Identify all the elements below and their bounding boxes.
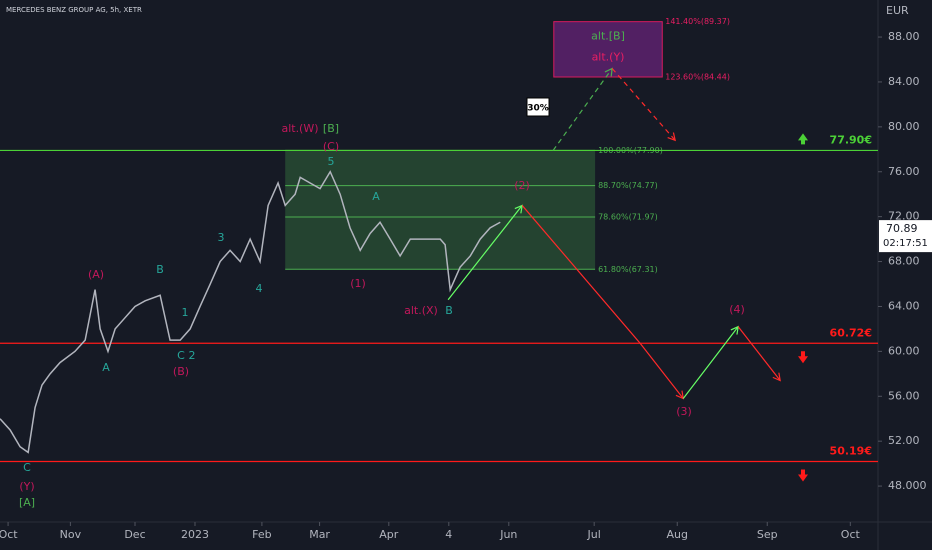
target-subtitle: alt.(Y) xyxy=(592,51,625,64)
wave-label: 2 xyxy=(189,349,196,362)
wave-label: alt.(X) xyxy=(404,304,438,317)
target-label: 141.40%(89.37) xyxy=(665,17,730,26)
probability-label: 30% xyxy=(527,104,549,114)
level-label: 77.90€ xyxy=(830,133,872,146)
projection-arrowhead xyxy=(667,132,676,142)
target-title: alt.[B] xyxy=(591,30,625,43)
target-box xyxy=(553,21,663,78)
level-label: 50.19€ xyxy=(830,444,872,457)
x-tick-label: Sep xyxy=(757,528,778,541)
y-tick-label: 84.00 xyxy=(888,75,920,88)
projection-arrowhead xyxy=(604,67,613,77)
level-arrow xyxy=(798,133,808,145)
price-tag xyxy=(879,220,932,253)
price-line xyxy=(0,170,501,454)
y-tick-label: 56.00 xyxy=(888,389,920,402)
x-tick-label: Oct xyxy=(0,528,18,541)
y-tick-label: 52.00 xyxy=(888,434,920,447)
wave-label: (3) xyxy=(676,405,692,418)
wave-label: (Y) xyxy=(19,480,34,493)
wave-label: alt.(W) xyxy=(281,122,318,135)
wave-label: B xyxy=(445,304,453,317)
price-tag-timer: 02:17:51 xyxy=(883,238,928,249)
y-tick-label: 76.00 xyxy=(888,165,920,178)
y-tick-label: 60.00 xyxy=(888,344,920,357)
x-tick-label: 2023 xyxy=(181,528,209,541)
fib-label: 61.80%(67.31) xyxy=(598,265,658,274)
x-tick-label: 4 xyxy=(445,528,452,541)
projection xyxy=(611,68,676,141)
x-tick-label: Mar xyxy=(309,528,330,541)
y-tick-label: 64.00 xyxy=(888,299,920,312)
x-tick-label: Jul xyxy=(587,528,601,541)
projection-arrowhead xyxy=(772,372,781,382)
fib-label: 78.60%(71.97) xyxy=(598,212,658,221)
chart-title: MERCEDES BENZ GROUP AG, 5h, XETR xyxy=(6,6,142,14)
x-tick-label: Feb xyxy=(252,528,271,541)
wave-label: [A] xyxy=(19,496,35,509)
projection-arrowhead xyxy=(730,325,739,335)
wave-label: A xyxy=(372,190,380,203)
x-tick-label: Jun xyxy=(499,528,517,541)
level-arrow xyxy=(798,469,808,482)
projection xyxy=(447,205,523,301)
projection xyxy=(682,326,739,399)
level-label: 60.72€ xyxy=(830,326,872,339)
fib-box xyxy=(285,150,596,270)
x-tick-label: Aug xyxy=(667,528,688,541)
wave-label: 3 xyxy=(218,231,225,244)
wave-label: [B] xyxy=(323,122,339,135)
wave-label: C xyxy=(177,349,185,362)
price-tag-value: 70.89 xyxy=(886,222,918,235)
target-label: 123.60%(84.44) xyxy=(665,73,730,82)
level-arrow xyxy=(798,351,808,364)
wave-label: A xyxy=(102,361,110,374)
y-tick-label: 88.00 xyxy=(888,30,920,43)
wave-label: (A) xyxy=(88,268,104,281)
wave-label: (4) xyxy=(729,303,745,316)
y-tick-label: 48.000 xyxy=(888,479,927,492)
projection xyxy=(737,326,781,381)
projection xyxy=(552,68,613,151)
wave-label: 4 xyxy=(256,282,263,295)
x-tick-label: Apr xyxy=(379,528,399,541)
wave-label: 5 xyxy=(328,155,335,168)
x-tick-label: Dec xyxy=(124,528,145,541)
x-tick-label: Oct xyxy=(841,528,861,541)
fib-label: 88.70%(74.77) xyxy=(598,181,658,190)
wave-label: (C) xyxy=(323,140,339,153)
probability-box xyxy=(526,97,550,117)
wave-label: C xyxy=(23,461,31,474)
y-tick-label: 80.00 xyxy=(888,120,920,133)
wave-label: (B) xyxy=(173,365,189,378)
x-tick-label: Nov xyxy=(60,528,82,541)
y-tick-label: 72.00 xyxy=(888,210,920,223)
projection xyxy=(521,205,684,399)
projection-arrowhead xyxy=(514,204,523,214)
wave-label: B xyxy=(156,263,164,276)
y-tick-label: 68.00 xyxy=(888,255,920,268)
y-axis-label: EUR xyxy=(886,4,909,17)
wave-label: (2) xyxy=(514,179,530,192)
wave-label: (1) xyxy=(350,277,366,290)
wave-label: 1 xyxy=(182,306,189,319)
